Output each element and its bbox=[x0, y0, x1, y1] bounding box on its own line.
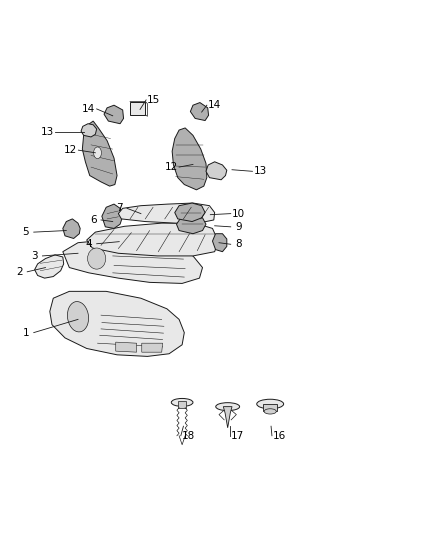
Polygon shape bbox=[206, 162, 227, 180]
Polygon shape bbox=[263, 404, 277, 411]
Polygon shape bbox=[118, 203, 215, 223]
Polygon shape bbox=[81, 124, 97, 137]
Polygon shape bbox=[63, 240, 202, 284]
Polygon shape bbox=[63, 219, 80, 238]
Polygon shape bbox=[175, 203, 205, 222]
Ellipse shape bbox=[264, 409, 276, 414]
Ellipse shape bbox=[257, 399, 284, 409]
Text: 13: 13 bbox=[41, 127, 54, 136]
Polygon shape bbox=[116, 342, 137, 352]
Text: 2: 2 bbox=[16, 267, 23, 277]
Polygon shape bbox=[130, 101, 145, 115]
Text: 10: 10 bbox=[232, 208, 245, 219]
Text: 13: 13 bbox=[254, 166, 267, 176]
Polygon shape bbox=[212, 233, 227, 252]
Polygon shape bbox=[87, 223, 218, 256]
Text: 5: 5 bbox=[23, 227, 29, 237]
Polygon shape bbox=[178, 401, 187, 408]
Text: 9: 9 bbox=[235, 222, 242, 232]
Text: 15: 15 bbox=[147, 95, 161, 105]
Text: 3: 3 bbox=[31, 251, 38, 261]
Text: 14: 14 bbox=[208, 100, 221, 110]
Polygon shape bbox=[82, 121, 117, 186]
Text: 17: 17 bbox=[231, 431, 244, 441]
Ellipse shape bbox=[171, 399, 193, 406]
Text: 8: 8 bbox=[235, 239, 242, 249]
Text: 18: 18 bbox=[182, 431, 195, 441]
Polygon shape bbox=[142, 343, 162, 352]
Text: 7: 7 bbox=[116, 203, 123, 213]
Ellipse shape bbox=[67, 302, 88, 332]
Polygon shape bbox=[223, 407, 232, 428]
Text: 4: 4 bbox=[85, 239, 92, 249]
Polygon shape bbox=[50, 292, 184, 357]
Polygon shape bbox=[104, 105, 124, 124]
Ellipse shape bbox=[94, 147, 102, 159]
Polygon shape bbox=[191, 102, 208, 120]
Text: 1: 1 bbox=[23, 328, 29, 337]
Ellipse shape bbox=[216, 402, 240, 410]
Polygon shape bbox=[172, 128, 207, 190]
Ellipse shape bbox=[88, 248, 106, 269]
Text: 12: 12 bbox=[64, 145, 77, 155]
Text: 12: 12 bbox=[165, 162, 178, 172]
Polygon shape bbox=[35, 255, 64, 278]
Text: 14: 14 bbox=[82, 104, 95, 114]
Text: 16: 16 bbox=[273, 431, 286, 441]
Text: 6: 6 bbox=[90, 215, 96, 225]
Polygon shape bbox=[102, 204, 123, 229]
Polygon shape bbox=[177, 215, 206, 233]
